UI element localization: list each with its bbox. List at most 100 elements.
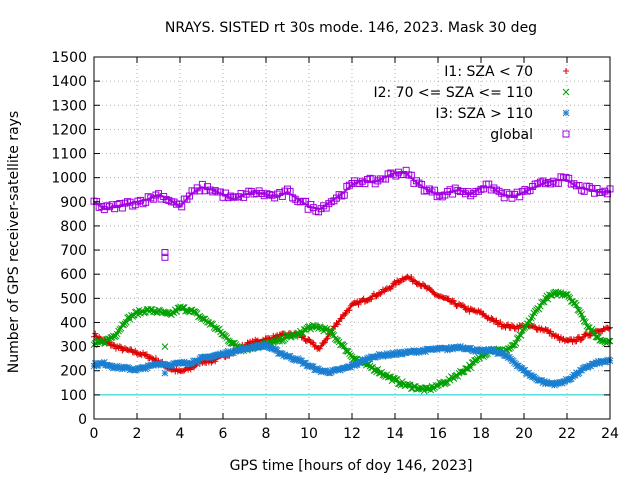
y-tick-label: 100 <box>60 388 87 404</box>
series-0-point <box>341 312 348 319</box>
series-0-point <box>576 333 583 340</box>
series-0-point <box>342 310 349 317</box>
x-tick-label: 6 <box>219 426 228 442</box>
series-0-point <box>505 321 512 328</box>
series-0-point <box>552 332 559 339</box>
series-0-point <box>542 326 549 333</box>
series-0-point <box>499 323 506 330</box>
series-1-point <box>508 342 516 349</box>
series-0-point <box>318 342 325 349</box>
x-tick-label: 18 <box>472 426 490 442</box>
legend-label: I1: SZA < 70 <box>444 64 533 80</box>
y-tick-label: 1500 <box>51 50 87 66</box>
series-0-point <box>472 308 479 315</box>
series-3-point <box>418 180 426 188</box>
series-0-point <box>488 315 495 322</box>
x-tick-label: 4 <box>176 426 185 442</box>
series-0-point <box>244 339 251 346</box>
series-0-point <box>396 279 403 286</box>
series-1-point <box>605 337 613 345</box>
series-1-point <box>122 318 130 326</box>
axes: 0 2 4 6 8 10 12 14 16 18 20 22 240100200300400500600… <box>51 50 619 442</box>
series-0-point <box>338 315 345 322</box>
series-0-point <box>334 321 341 328</box>
series-0-point <box>434 292 441 299</box>
legend-marker <box>562 109 570 117</box>
y-tick-label: 1000 <box>51 171 87 187</box>
series-0-point <box>439 294 446 301</box>
series-0-point <box>388 284 395 291</box>
series-0-point <box>503 322 510 329</box>
series-0-point <box>431 291 438 298</box>
series-0-point <box>137 351 144 358</box>
y-tick-label: 1200 <box>51 122 87 138</box>
y-tick-label: 0 <box>78 412 87 428</box>
x-tick-label: 0 <box>90 426 99 442</box>
outlier-point <box>161 248 169 256</box>
series-1-point <box>326 327 334 335</box>
series-1-point <box>103 335 111 343</box>
series-0-point <box>573 338 580 345</box>
series-0-point <box>323 336 330 343</box>
series-0-point <box>410 277 417 284</box>
series-0-point <box>428 288 435 295</box>
x-tick-label: 14 <box>386 426 404 442</box>
series-2 <box>90 341 614 389</box>
series-0-point <box>110 341 117 348</box>
series-0-point <box>478 308 484 315</box>
series-0-point <box>310 339 317 346</box>
series-0-point <box>574 334 581 341</box>
outlier-point <box>161 369 169 377</box>
series-1-point <box>406 381 414 389</box>
series-0-point <box>399 275 406 282</box>
series-0-point <box>556 337 563 344</box>
series-0-point <box>405 274 412 281</box>
x-tick-label: 22 <box>558 426 576 442</box>
series-1-point <box>182 307 189 315</box>
x-axis-label: GPS time [hours of doy 146, 2023] <box>230 458 473 474</box>
series-0-point <box>605 325 612 332</box>
series-0-point <box>374 292 381 299</box>
series-0-point <box>579 335 586 342</box>
series-1-point <box>276 337 284 345</box>
series-0-point <box>490 318 497 325</box>
series-0-point <box>565 337 572 344</box>
series-0-point <box>443 294 450 301</box>
y-tick-label: 800 <box>60 219 87 235</box>
series-0-point <box>479 311 486 318</box>
series-0-point <box>309 339 316 346</box>
outlier-point <box>161 343 169 350</box>
series-0-point <box>421 282 428 289</box>
series-0-point <box>459 302 466 309</box>
series-3 <box>90 166 614 216</box>
series-0-point <box>128 346 135 353</box>
series-0-point <box>561 338 568 345</box>
series-1-point <box>517 332 525 339</box>
series-0 <box>91 273 613 375</box>
x-tick-label: 8 <box>262 426 271 442</box>
series-0-point <box>252 336 259 343</box>
series-0-point <box>382 286 389 293</box>
series-3-point <box>554 179 562 187</box>
series-1-point <box>540 298 548 306</box>
series-0-point <box>555 333 562 340</box>
series-0-point <box>361 298 368 305</box>
y-tick-label: 500 <box>60 291 87 307</box>
series-0-point <box>450 297 457 304</box>
series-1-point <box>228 340 236 347</box>
series-3-point <box>178 203 186 211</box>
legend-marker <box>562 88 570 96</box>
series-0-point <box>530 323 537 330</box>
series-1-point <box>340 342 348 350</box>
x-tick-label: 2 <box>133 426 142 442</box>
legend-label: global <box>490 127 533 143</box>
series-0-point <box>582 331 589 338</box>
series-0-point <box>600 325 607 332</box>
series-1-point <box>386 373 393 381</box>
series-0-point <box>316 345 323 352</box>
series-0-point <box>481 312 488 319</box>
series-1-point <box>582 318 589 326</box>
series-1-point <box>584 324 592 331</box>
series-0-point <box>133 350 140 357</box>
series-1-point <box>374 365 382 373</box>
